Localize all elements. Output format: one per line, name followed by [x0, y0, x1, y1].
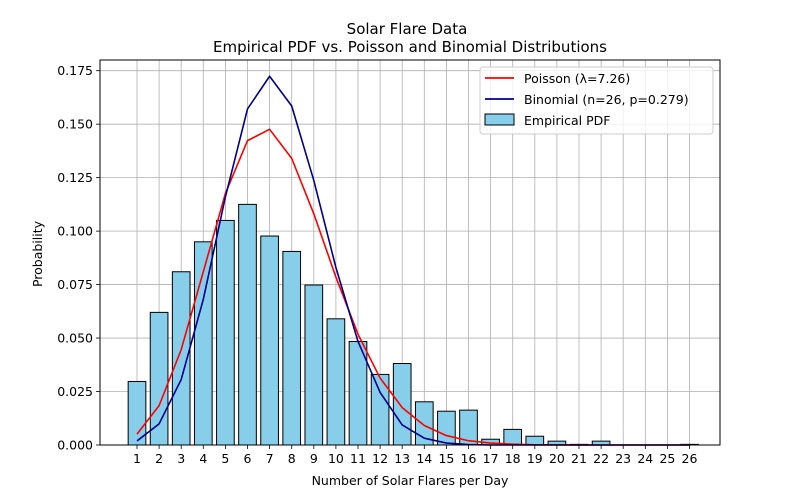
x-tick-label: 17 [483, 451, 499, 466]
y-tick-label: 0.075 [57, 277, 93, 292]
x-tick-label: 26 [682, 451, 698, 466]
x-tick-label: 14 [416, 451, 432, 466]
legend: Poisson (λ=7.26) Binomial (n=26, p=0.279… [479, 66, 714, 135]
x-tick-label: 10 [328, 451, 344, 466]
legend-box [479, 66, 714, 135]
legend-label-poisson: Poisson (λ=7.26) [524, 71, 630, 86]
x-tick-label: 3 [177, 451, 185, 466]
y-axis: 0.000 0.025 0.050 0.075 0.100 0.125 0.150 0.175 [57, 63, 100, 453]
x-tick-label: 22 [593, 451, 609, 466]
bar-empirical-13 [392, 363, 412, 446]
x-axis: 1 2 3 4 5 6 7 8 9 10 11 12 13 14 15 16 17 18 19 20 21 22 23 24 2… [133, 445, 697, 466]
x-tick-label: 16 [461, 451, 477, 466]
x-tick-label: 19 [527, 451, 543, 466]
y-tick-label: 0.100 [57, 224, 93, 239]
bar-empirical-19 [525, 435, 545, 446]
y-tick-label: 0.050 [57, 331, 93, 346]
x-tick-label: 2 [155, 451, 163, 466]
y-tick-label: 0.150 [57, 117, 93, 132]
legend-label-binomial: Binomial (n=26, p=0.279) [524, 92, 689, 107]
bar-empirical-7 [260, 235, 279, 446]
x-tick-label: 7 [266, 451, 274, 466]
x-tick-label: 20 [549, 451, 565, 466]
bar-empirical-10 [326, 318, 346, 446]
x-tick-label: 9 [310, 451, 318, 466]
x-tick-label: 13 [394, 451, 410, 466]
bar-empirical-9 [304, 284, 324, 446]
x-tick-label: 6 [244, 451, 252, 466]
bar-empirical-18 [503, 428, 523, 446]
legend-label-empirical: Empirical PDF [524, 113, 610, 128]
bar-empirical-15 [437, 410, 456, 446]
chart-subtitle: Empirical PDF vs. Poisson and Binomial D… [213, 38, 607, 56]
x-axis-title: Number of Solar Flares per Day [312, 473, 509, 488]
x-tick-label: 5 [221, 451, 229, 466]
x-tick-label: 21 [571, 451, 587, 466]
x-tick-label: 18 [505, 451, 521, 466]
bar-empirical-8 [282, 250, 302, 446]
bar-series [127, 203, 699, 446]
y-tick-label: 0.175 [57, 63, 93, 78]
x-tick-label: 23 [615, 451, 631, 466]
bar-empirical-6 [238, 203, 257, 446]
bar-empirical-2 [149, 311, 169, 446]
y-tick-label: 0.025 [57, 384, 93, 399]
y-tick-label: 0.125 [57, 170, 93, 185]
bar-empirical-5 [216, 219, 235, 446]
x-tick-label: 25 [659, 451, 675, 466]
x-tick-label: 12 [372, 451, 388, 466]
plot-frame [99, 59, 721, 446]
y-tick-label: 0.000 [57, 438, 93, 453]
x-tick-label: 15 [438, 451, 454, 466]
chart-title: Solar Flare Data [347, 20, 468, 38]
x-tick-label: 24 [637, 451, 653, 466]
x-tick-label: 1 [133, 451, 141, 466]
x-tick-label: 8 [288, 451, 296, 466]
y-axis-title: Probability [30, 220, 45, 287]
x-tick-label: 4 [199, 451, 207, 466]
legend-swatch-empirical [484, 113, 515, 126]
x-tick-label: 11 [350, 451, 366, 466]
